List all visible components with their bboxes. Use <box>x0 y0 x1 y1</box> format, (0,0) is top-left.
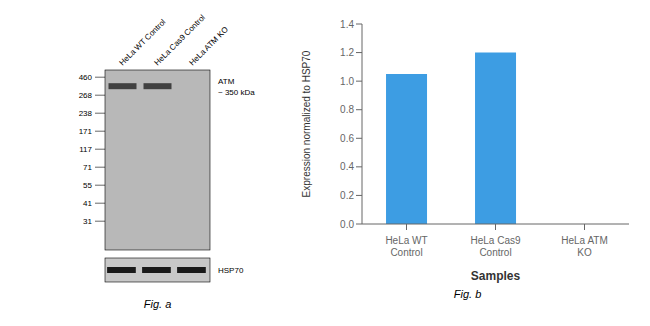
svg-text:HeLa Cas9Control: HeLa Cas9Control <box>470 235 520 258</box>
svg-text:HeLa ATMKO: HeLa ATMKO <box>561 235 608 258</box>
svg-text:HeLa WT Control: HeLa WT Control <box>117 17 168 68</box>
svg-text:71: 71 <box>83 163 92 172</box>
svg-text:Samples: Samples <box>471 269 521 283</box>
svg-text:55: 55 <box>83 181 92 190</box>
svg-text:0.8: 0.8 <box>340 104 354 115</box>
svg-text:0.0: 0.0 <box>340 219 354 230</box>
svg-text:238: 238 <box>79 109 93 118</box>
svg-text:0.4: 0.4 <box>340 161 354 172</box>
svg-text:268: 268 <box>79 91 93 100</box>
svg-text:HSP70: HSP70 <box>218 266 244 275</box>
html-text:Fig. b: Fig. b <box>453 288 482 300</box>
svg-text:1.4: 1.4 <box>340 19 354 30</box>
svg-text:0.2: 0.2 <box>340 190 354 201</box>
svg-text:Fig. a: Fig. a <box>144 298 172 310</box>
svg-text:1.2: 1.2 <box>340 47 354 58</box>
svg-text:HeLa WTControl: HeLa WTControl <box>385 235 427 258</box>
svg-text:HeLa Cas9 Control: HeLa Cas9 Control <box>152 12 207 68</box>
svg-text:HeLa ATM KO: HeLa ATM KO <box>188 25 230 67</box>
svg-text:41: 41 <box>83 199 92 208</box>
svg-text:ATM~ 350 kDa: ATM~ 350 kDa <box>218 76 255 96</box>
svg-text:0.6: 0.6 <box>340 133 354 144</box>
svg-text:Expression normalized to HSP70: Expression normalized to HSP70 <box>301 50 312 197</box>
svg-text:460: 460 <box>79 73 93 82</box>
svg-text:171: 171 <box>79 127 93 136</box>
svg-text:1.0: 1.0 <box>340 76 354 87</box>
svg-text:117: 117 <box>79 145 92 154</box>
svg-text:31: 31 <box>83 217 92 226</box>
